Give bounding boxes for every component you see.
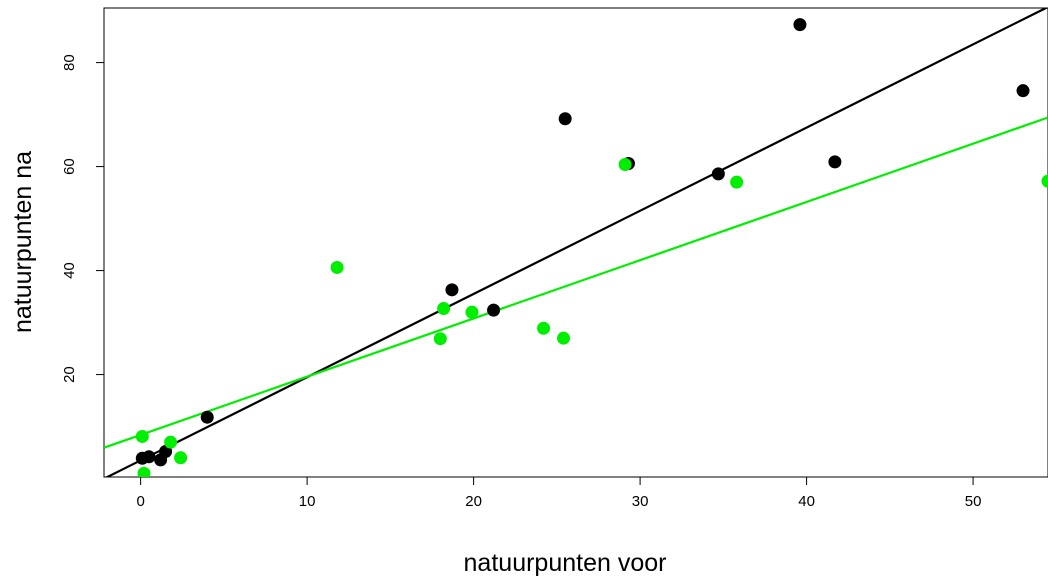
data-point <box>164 435 178 449</box>
data-point <box>558 112 572 126</box>
plot-frame <box>103 7 1048 478</box>
data-point <box>137 466 151 477</box>
x-axis-title: natuurpunten voor <box>464 549 667 577</box>
x-axis: 0 10 20 30 40 50 <box>136 477 981 510</box>
y-tick-label: 20 <box>61 366 78 383</box>
data-point <box>828 155 842 169</box>
data-point <box>135 429 149 443</box>
x-tick-label: 10 <box>299 493 316 510</box>
data-points <box>135 18 1048 477</box>
x-tick-label: 30 <box>632 493 649 510</box>
data-point <box>437 302 451 316</box>
data-point <box>330 260 344 274</box>
regression-line <box>104 8 1048 477</box>
y-tick-label: 80 <box>61 54 78 71</box>
data-point <box>1041 174 1048 188</box>
data-point <box>793 18 807 32</box>
data-point <box>711 167 725 181</box>
x-tick-label: 50 <box>965 493 982 510</box>
y-axis: 20 40 60 80 <box>61 54 104 383</box>
data-point <box>537 321 551 335</box>
data-point <box>445 283 459 297</box>
data-point <box>557 331 571 345</box>
data-point <box>618 158 632 172</box>
x-tick-label: 0 <box>136 493 144 510</box>
x-tick-label: 20 <box>465 493 482 510</box>
data-point <box>433 332 447 346</box>
data-point <box>730 175 744 189</box>
data-point <box>200 410 214 424</box>
y-tick-label: 40 <box>61 262 78 279</box>
data-point <box>142 450 156 464</box>
data-point <box>487 303 501 317</box>
data-point <box>465 305 479 319</box>
regression-lines <box>104 8 1048 477</box>
data-point <box>1016 84 1030 98</box>
x-tick-label: 40 <box>798 493 815 510</box>
y-axis-title: natuurpunten na <box>9 151 37 333</box>
data-point <box>174 451 188 465</box>
regression-line <box>104 116 1048 449</box>
y-tick-label: 60 <box>61 158 78 175</box>
